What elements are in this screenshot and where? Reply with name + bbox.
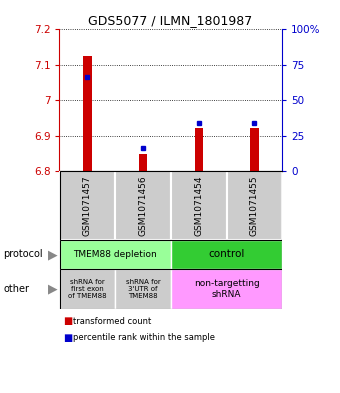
Text: GSM1071456: GSM1071456 (138, 175, 148, 236)
Text: ▶: ▶ (48, 248, 57, 261)
Text: non-targetting
shRNA: non-targetting shRNA (194, 279, 259, 299)
Text: protocol: protocol (3, 250, 43, 259)
Bar (59, 240, 171, 269)
Text: percentile rank within the sample: percentile rank within the sample (73, 334, 215, 342)
Text: TMEM88 depletion: TMEM88 depletion (73, 250, 157, 259)
Text: GSM1071455: GSM1071455 (250, 175, 259, 236)
Bar (171, 269, 282, 309)
Bar (171, 240, 282, 269)
Text: ■: ■ (63, 333, 72, 343)
Bar (139, 154, 147, 171)
Text: transformed count: transformed count (73, 317, 151, 325)
Bar (226, 171, 282, 240)
Text: other: other (3, 284, 29, 294)
Text: ▶: ▶ (48, 282, 57, 296)
Bar (115, 171, 171, 240)
Bar (59, 269, 115, 309)
Text: GSM1071457: GSM1071457 (83, 175, 92, 236)
Bar (83, 56, 91, 171)
Bar (194, 128, 203, 171)
Text: shRNA for
3'UTR of
TMEM88: shRNA for 3'UTR of TMEM88 (126, 279, 160, 299)
Bar (171, 171, 226, 240)
Text: shRNA for
first exon
of TMEM88: shRNA for first exon of TMEM88 (68, 279, 107, 299)
Text: ■: ■ (63, 316, 72, 326)
Text: control: control (208, 250, 245, 259)
Text: GSM1071454: GSM1071454 (194, 175, 203, 235)
Bar (250, 128, 258, 171)
Text: GDS5077 / ILMN_1801987: GDS5077 / ILMN_1801987 (88, 14, 252, 27)
Bar (115, 269, 171, 309)
Bar (59, 171, 115, 240)
